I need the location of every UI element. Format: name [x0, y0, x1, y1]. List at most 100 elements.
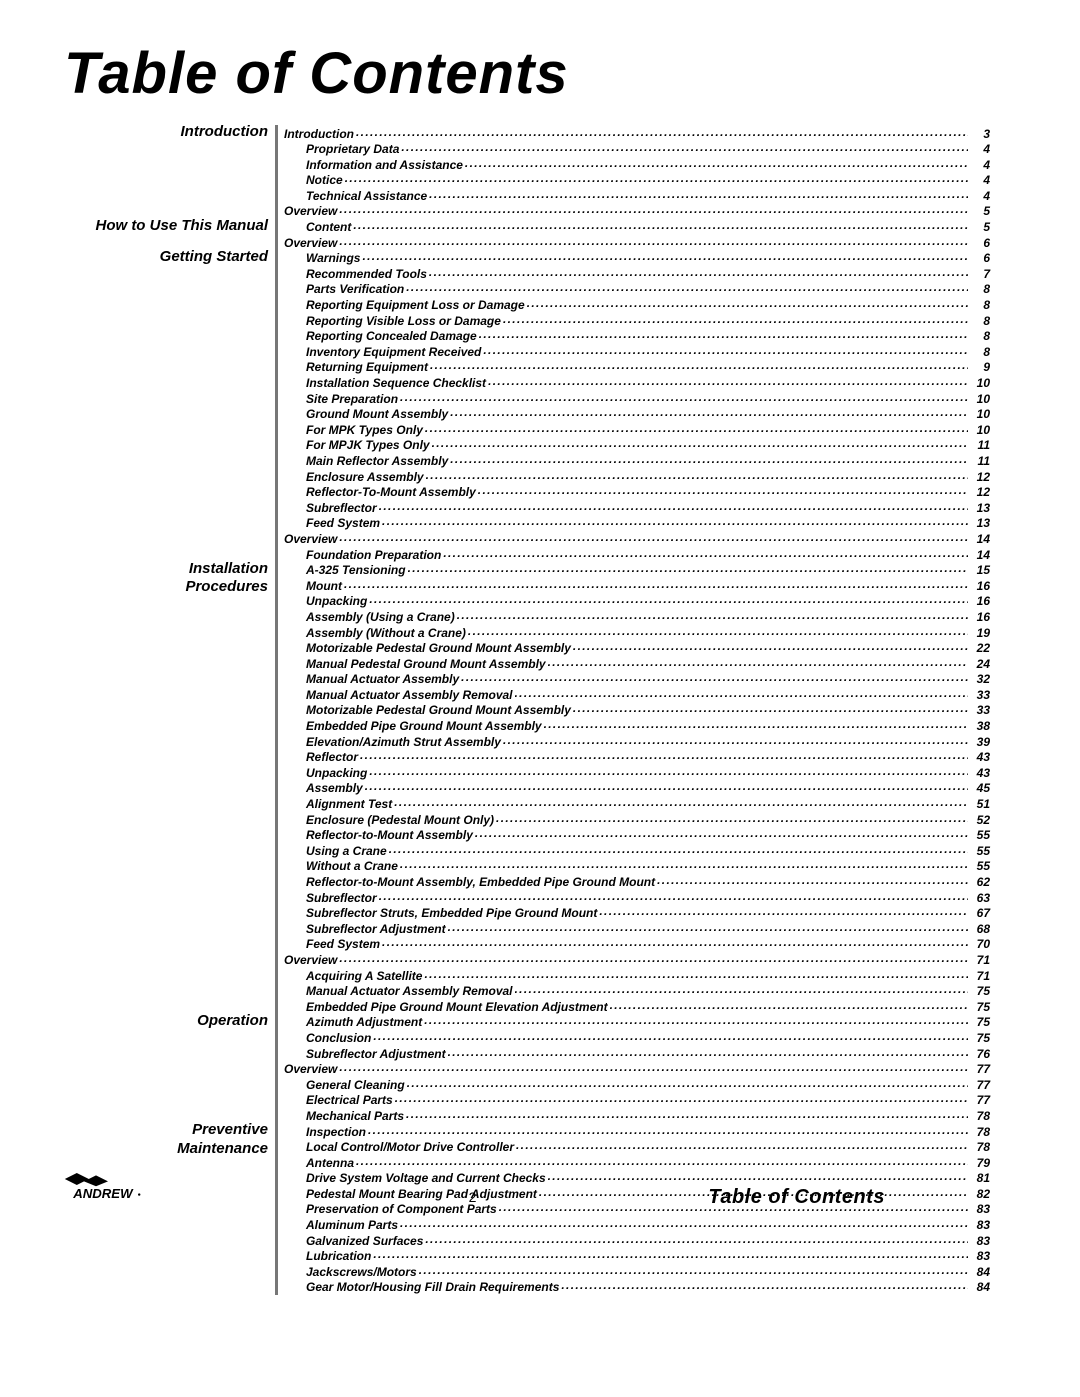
toc-leader-dots — [406, 281, 968, 293]
toc-row: General Cleaning77 — [306, 1076, 990, 1092]
toc-leader-dots — [457, 609, 968, 621]
toc-row: Motorizable Pedestal Ground Mount Assemb… — [306, 702, 990, 718]
toc-leader-dots — [429, 188, 968, 200]
toc-entry-page: 4 — [968, 159, 990, 172]
toc-entry-label: Reflector-to-Mount Assembly, Embedded Pi… — [306, 876, 657, 889]
toc-entry-page: 4 — [968, 174, 990, 187]
footer-section-label: Table of Contents — [708, 1186, 885, 1209]
toc-entry-page: 77 — [968, 1063, 990, 1076]
toc-leader-dots — [339, 235, 968, 247]
toc-leader-dots — [548, 656, 968, 668]
toc-entry-label: Alignment Test — [306, 798, 394, 811]
toc-entry-label: Motorizable Pedestal Ground Mount Assemb… — [306, 704, 573, 717]
toc-leader-dots — [461, 671, 968, 683]
toc-leader-dots — [503, 313, 968, 325]
toc-entry-label: Feed System — [306, 517, 382, 530]
toc-leader-dots — [468, 625, 968, 637]
toc-entry-page: 11 — [968, 439, 990, 452]
toc-row: Mechanical Parts78 — [306, 1107, 990, 1123]
toc-leader-dots — [450, 406, 968, 418]
toc-entry-page: 52 — [968, 814, 990, 827]
toc-entry-page: 83 — [968, 1250, 990, 1263]
toc-row: Embedded Pipe Ground Mount Elevation Adj… — [306, 998, 990, 1014]
toc-row: Feed System 13 — [306, 515, 990, 531]
toc-row: Reflector-To-Mount Assembly12 — [306, 484, 990, 500]
toc-entry-label: Assembly (Without a Crane) — [306, 627, 468, 640]
toc-entry-label: For MPK Types Only — [306, 424, 425, 437]
toc-entry-label: Aluminum Parts — [306, 1219, 400, 1232]
toc-entry-label: Acquiring A Satellite — [306, 970, 424, 983]
toc-row: Inventory Equipment Received8 — [306, 343, 990, 359]
toc-leader-dots — [430, 359, 968, 371]
toc-row: Jackscrews/Motors84 — [306, 1263, 990, 1279]
toc-row: Galvanized Surfaces83 — [306, 1232, 990, 1248]
toc-entry-page: 70 — [968, 938, 990, 951]
toc-entry-page: 75 — [968, 985, 990, 998]
toc-entry-label: Using a Crane — [306, 845, 389, 858]
toc-entry-label: Subreflector Adjustment — [306, 1048, 448, 1061]
toc-entry-label: Technical Assistance — [306, 190, 429, 203]
toc-entry-page: 13 — [968, 517, 990, 530]
toc-entry-label: Feed System — [306, 938, 382, 951]
toc-leader-dots — [657, 874, 968, 886]
toc-row: For MPK Types Only10 — [306, 421, 990, 437]
toc-leader-dots — [362, 250, 968, 262]
toc-entry-page: 75 — [968, 1016, 990, 1029]
toc-entry-page: 15 — [968, 564, 990, 577]
toc-leader-dots — [379, 890, 968, 902]
toc-entry-label: Unpacking — [306, 767, 369, 780]
toc-leader-dots — [389, 843, 968, 855]
toc-row: Local Control/Motor Drive Controller78 — [306, 1139, 990, 1155]
toc-row: Foundation Preparation14 — [306, 546, 990, 562]
toc-leader-dots — [345, 172, 968, 184]
toc-row: Recommended Tools7 — [306, 265, 990, 281]
toc-row: Ground Mount Assembly10 — [306, 406, 990, 422]
toc-entry-page: 43 — [968, 767, 990, 780]
toc-leader-dots — [400, 858, 968, 870]
toc-leader-dots — [599, 905, 968, 917]
toc-leader-dots — [503, 734, 968, 746]
toc-row: Gear Motor/Housing Fill Drain Requiremen… — [306, 1279, 990, 1295]
toc-entry-page: 55 — [968, 829, 990, 842]
toc-row: Manual Actuator Assembly Removal75 — [306, 983, 990, 999]
toc-entry-page: 6 — [968, 252, 990, 265]
toc-entry-page: 14 — [968, 533, 990, 546]
toc-entry-label: Recommended Tools — [306, 268, 429, 281]
toc-row: Reporting Equipment Loss or Damage8 — [306, 297, 990, 313]
toc-entry-page: 24 — [968, 658, 990, 671]
toc-leader-dots — [339, 531, 968, 543]
toc-leader-dots — [515, 983, 968, 995]
toc-entry-label: Assembly (Using a Crane) — [306, 611, 457, 624]
toc-entry-page: 77 — [968, 1094, 990, 1107]
toc-entry-label: For MPJK Types Only — [306, 439, 432, 452]
toc-leader-dots — [544, 718, 968, 730]
section-label: InstallationProcedures — [58, 560, 268, 598]
toc-entry-page: 12 — [968, 486, 990, 499]
vertical-rule — [275, 125, 278, 1295]
toc-entry-page: 10 — [968, 408, 990, 421]
toc-entry-label: Returning Equipment — [306, 361, 430, 374]
toc-entry-page: 55 — [968, 860, 990, 873]
toc-leader-dots — [465, 157, 968, 169]
section-labels-column: IntroductionHow to Use This ManualGettin… — [60, 125, 270, 1295]
toc-entry-label: Subreflector — [306, 502, 379, 515]
toc-row: Subreflector63 — [306, 889, 990, 905]
toc-entry-page: 16 — [968, 580, 990, 593]
toc-entry-page: 78 — [968, 1110, 990, 1123]
page: Table of Contents IntroductionHow to Use… — [0, 0, 1080, 1397]
toc-leader-dots — [496, 812, 968, 824]
toc-entry-page: 55 — [968, 845, 990, 858]
toc-row: For MPJK Types Only 11 — [306, 437, 990, 453]
toc-row: Warnings6 — [306, 250, 990, 266]
toc-entry-page: 62 — [968, 876, 990, 889]
toc-leader-dots — [407, 1077, 968, 1089]
toc-leader-dots — [424, 968, 968, 980]
toc-row: Assembly (Without a Crane)19 — [306, 624, 990, 640]
toc-row: Azimuth Adjustment75 — [306, 1014, 990, 1030]
toc-row: Inspection78 — [306, 1123, 990, 1139]
toc-row: Reflector-to-Mount Assembly55 — [306, 827, 990, 843]
toc-row: Assembly45 — [306, 780, 990, 796]
toc-row: Embedded Pipe Ground Mount Assembly38 — [306, 718, 990, 734]
toc-entry-page: 8 — [968, 330, 990, 343]
toc-row: Reporting Visible Loss or Damage8 — [306, 312, 990, 328]
